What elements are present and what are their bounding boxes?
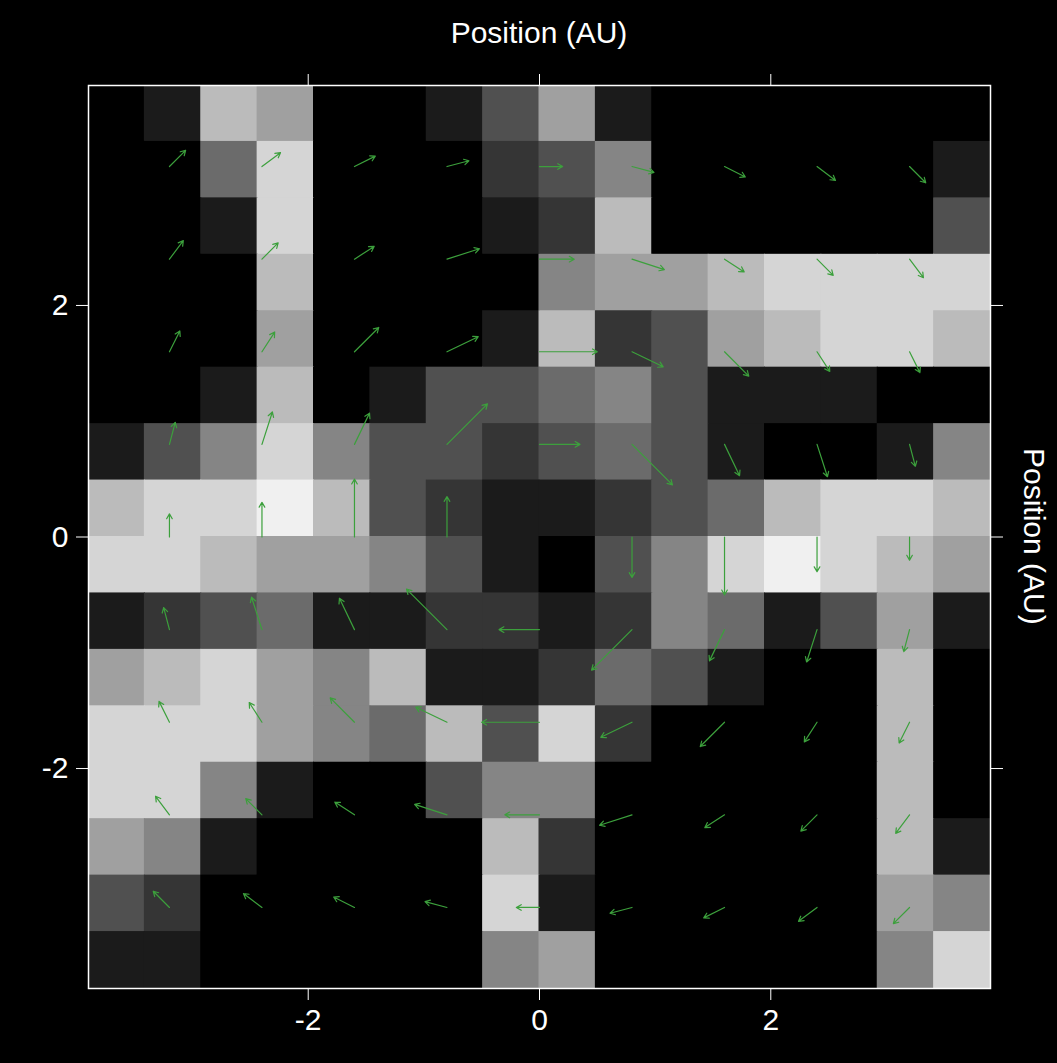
html-text:Position (AU): Position (AU) (1018, 448, 1051, 625)
svg-text:2: 2 (52, 288, 69, 321)
html-text:Position (AU): Position (AU) (450, 16, 628, 49)
svg-text:-2: -2 (295, 1003, 322, 1036)
svg-text:2: 2 (762, 1003, 779, 1036)
svg-text:0: 0 (52, 520, 69, 553)
svg-text:-2: -2 (42, 751, 69, 784)
svg-text:0: 0 (531, 1003, 548, 1036)
